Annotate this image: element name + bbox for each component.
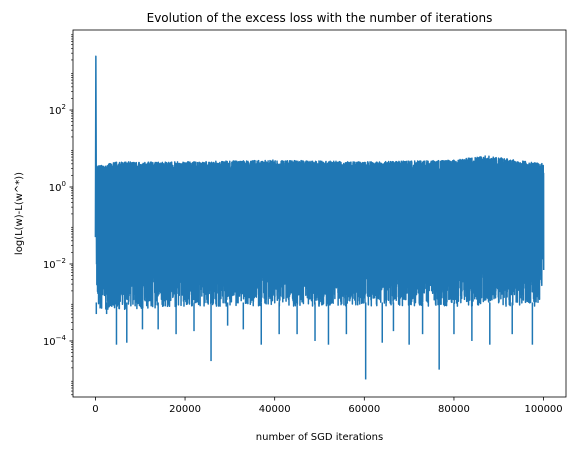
y-tick-label: 10−2 — [43, 257, 66, 271]
plot-frame — [72, 29, 567, 398]
x-tick-label: 40000 — [259, 404, 291, 415]
x-tick-label: 80000 — [438, 404, 470, 415]
x-tick-label: 0 — [92, 404, 98, 415]
y-tick-label: 100 — [49, 180, 66, 194]
y-axis-label: log(L(w)-L(w^*)) — [14, 172, 25, 255]
x-axis: 0 20000 40000 60000 80000 100000 — [92, 397, 563, 415]
y-tick-label: 102 — [49, 103, 66, 117]
x-tick-label: 20000 — [169, 404, 201, 415]
x-tick-label: 100000 — [524, 404, 562, 415]
series-layer — [94, 55, 545, 380]
y-tick-label: 10−4 — [43, 334, 67, 348]
x-axis-label: number of SGD iterations — [256, 432, 383, 443]
chart-title: Evolution of the excess loss with the nu… — [147, 11, 493, 25]
x-tick-label: 60000 — [348, 404, 380, 415]
loss-series-line — [94, 55, 545, 310]
y-axis: 10−4 10−2 100 102 — [43, 34, 73, 396]
